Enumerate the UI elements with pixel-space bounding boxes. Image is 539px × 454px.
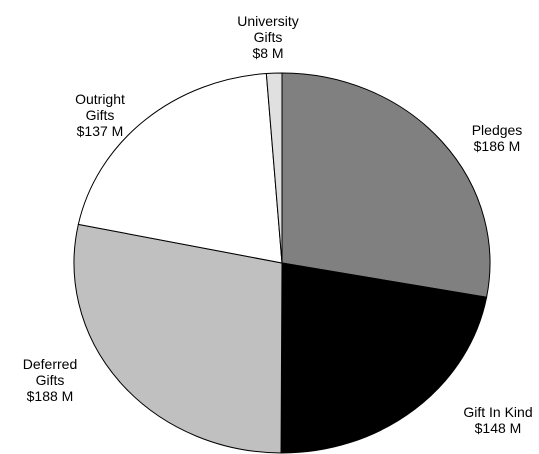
category-label: Gift In Kind <box>463 404 533 420</box>
slice-label: Pledges $186 M <box>452 122 539 154</box>
category-label: Deferred Gifts <box>22 356 78 388</box>
value-label: $8 M <box>252 45 284 61</box>
category-label: University Gifts <box>237 13 299 45</box>
value-label: $186 M <box>473 138 521 154</box>
value-label: $148 M <box>474 420 522 436</box>
value-label: $137 M <box>76 123 124 139</box>
pie-slice <box>77 73 283 264</box>
slice-label: Deferred Gifts $188 M <box>15 356 85 404</box>
slice-label: Gift In Kind $148 M <box>438 404 539 436</box>
pie-slice <box>281 72 491 298</box>
value-label: $188 M <box>26 388 74 404</box>
pie-slice <box>265 72 283 264</box>
category-label: Pledges <box>471 122 523 138</box>
category-label: Outright Gifts <box>75 91 125 123</box>
pie-slice <box>280 262 488 454</box>
pie-slice <box>73 223 283 454</box>
slice-label: Outright Gifts $137 M <box>65 91 135 139</box>
slice-label: University Gifts $8 M <box>228 13 308 61</box>
